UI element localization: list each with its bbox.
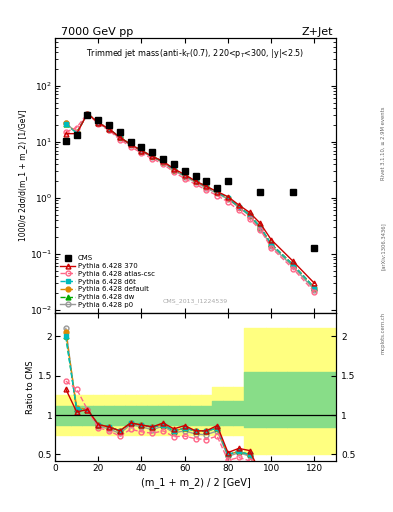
Text: Z+Jet: Z+Jet: [302, 27, 333, 37]
Text: mcplots.cern.ch: mcplots.cern.ch: [381, 312, 386, 354]
Text: 7000 GeV pp: 7000 GeV pp: [61, 27, 133, 37]
Text: CMS_2013_I1224539: CMS_2013_I1224539: [163, 298, 228, 304]
Y-axis label: 1000/σ 2dσ/d(m_1 + m_2) [1/GeV]: 1000/σ 2dσ/d(m_1 + m_2) [1/GeV]: [18, 110, 27, 241]
Text: Rivet 3.1.10, ≥ 2.9M events: Rivet 3.1.10, ≥ 2.9M events: [381, 106, 386, 180]
Text: [arXiv:1306.3436]: [arXiv:1306.3436]: [381, 222, 386, 270]
Legend: CMS, Pythia 6.428 370, Pythia 6.428 atlas-csc, Pythia 6.428 d6t, Pythia 6.428 de: CMS, Pythia 6.428 370, Pythia 6.428 atla…: [59, 254, 156, 309]
Text: Trimmed jet mass$\,$($\mathregular{anti}$-$\mathregular{k}_T$(0.7), 220<$\mathre: Trimmed jet mass$\,$($\mathregular{anti}…: [86, 47, 305, 59]
X-axis label: (m_1 + m_2) / 2 [GeV]: (m_1 + m_2) / 2 [GeV]: [141, 477, 250, 487]
Y-axis label: Ratio to CMS: Ratio to CMS: [26, 360, 35, 414]
